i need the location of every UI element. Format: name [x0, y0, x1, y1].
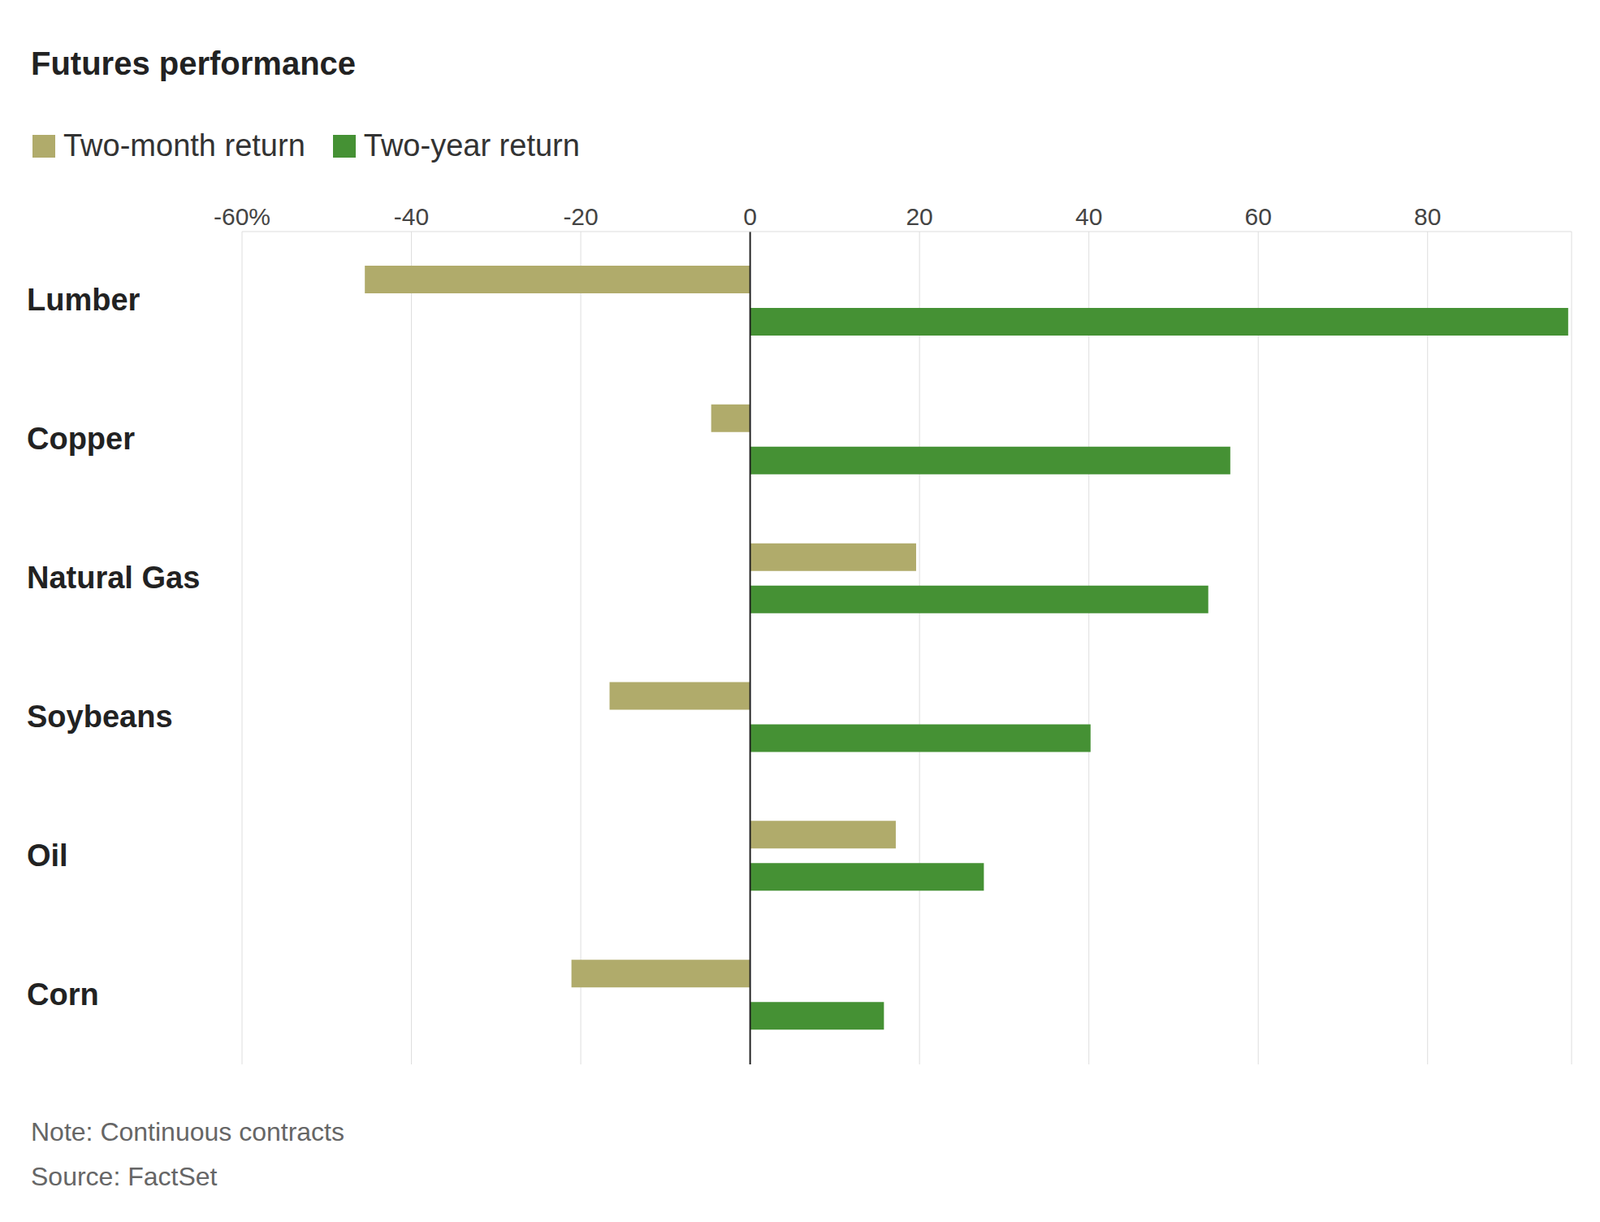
svg-text:0: 0	[743, 203, 757, 230]
html-text:Two-year return: Two-year return	[363, 128, 580, 163]
html-text:Note: Continuous contracts: Note: Continuous contracts	[30, 1116, 345, 1146]
svg-text:Oil: Oil	[26, 838, 69, 873]
html-text:Two-month return: Two-month return	[63, 128, 306, 163]
svg-text:20: 20	[905, 203, 933, 230]
svg-text:Corn: Corn	[26, 977, 100, 1012]
svg-text:-60%: -60%	[213, 203, 271, 230]
svg-text:40: 40	[1075, 203, 1103, 230]
svg-text:Soybeans: Soybeans	[26, 699, 173, 734]
svg-text:60: 60	[1245, 203, 1272, 230]
svg-text:80: 80	[1414, 203, 1441, 230]
svg-text:-40: -40	[393, 203, 429, 230]
svg-text:-20: -20	[562, 203, 598, 230]
svg-text:Natural Gas: Natural Gas	[26, 560, 200, 595]
html-text:Source: FactSet: Source: FactSet	[30, 1161, 218, 1191]
svg-text:Copper: Copper	[26, 421, 135, 456]
html-text:Futures performance: Futures performance	[30, 45, 356, 82]
svg-text:Lumber: Lumber	[26, 282, 141, 317]
